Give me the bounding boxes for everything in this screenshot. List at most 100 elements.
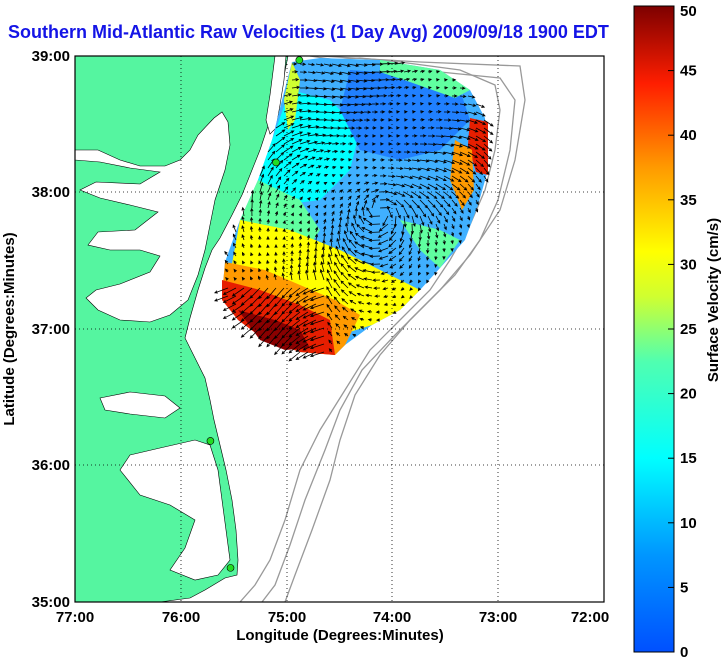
velocity-arrow: [326, 286, 333, 297]
velocity-arrow: [427, 191, 438, 200]
velocity-arrow: [339, 87, 352, 92]
velocity-arrow: [309, 319, 325, 326]
velocity-arrow: [411, 199, 421, 209]
velocity-arrow: [467, 111, 478, 116]
velocity-arrow: [363, 199, 368, 209]
velocity-arrow: [363, 174, 369, 178]
velocity-arrow: [387, 126, 392, 130]
velocity-arrow: [288, 343, 301, 354]
velocity-arrow: [403, 175, 414, 180]
velocity-arrow: [298, 256, 302, 265]
velocity-arrow: [306, 212, 310, 217]
velocity-arrow: [302, 319, 317, 327]
velocity-arrow: [241, 206, 245, 217]
velocity-arrow: [459, 191, 467, 199]
velocity-arrow: [364, 285, 373, 289]
velocity-arrow: [295, 311, 309, 321]
velocity-arrow: [315, 79, 327, 83]
velocity-arrow: [312, 268, 317, 281]
velocity-arrow: [371, 174, 378, 178]
velocity-arrow: [283, 123, 295, 129]
velocity-arrow: [475, 183, 481, 191]
velocity-arrow: [408, 247, 413, 256]
velocity-arrow: [443, 215, 448, 223]
velocity-arrow: [295, 295, 309, 305]
velocity-arrow: [360, 244, 373, 249]
velocity-arrow: [398, 247, 405, 256]
velocity-arrow: [282, 211, 286, 217]
velocity-arrow: [443, 159, 456, 165]
velocity-arrow: [242, 260, 246, 265]
velocity-arrow: [467, 119, 479, 124]
velocity-arrow: [331, 174, 336, 178]
velocity-arrow: [291, 101, 303, 105]
velocity-arrow: [323, 149, 332, 153]
velocity-arrow: [338, 223, 342, 233]
velocity-arrow: [395, 158, 403, 162]
velocity-arrow: [379, 126, 385, 130]
velocity-arrow: [419, 78, 425, 82]
velocity-arrow: [403, 191, 414, 198]
velocity-arrow: [450, 231, 455, 237]
x-tick-label: 72:00: [571, 609, 609, 626]
velocity-arrow: [350, 317, 357, 321]
velocity-arrow: [435, 207, 442, 217]
velocity-arrow: [378, 223, 389, 232]
velocity-arrow: [302, 311, 317, 319]
velocity-arrow: [291, 139, 303, 145]
velocity-arrow: [326, 312, 333, 321]
velocity-arrow: [340, 280, 349, 289]
velocity-arrow: [299, 188, 304, 193]
velocity-arrow: [343, 230, 349, 241]
velocity-arrow: [451, 151, 464, 157]
velocity-arrow: [459, 111, 469, 115]
velocity-arrow: [334, 305, 341, 313]
velocity-arrow: [327, 321, 333, 329]
velocity-arrow: [347, 103, 359, 107]
velocity-arrow: [274, 251, 278, 257]
velocity-arrow: [435, 143, 446, 147]
velocity-arrow: [360, 252, 373, 257]
velocity-arrow: [309, 303, 325, 310]
velocity-arrow: [451, 143, 463, 148]
velocity-arrow: [337, 230, 341, 241]
velocity-arrow: [347, 63, 360, 68]
colorbar-label: Surface Velocity (cm/s): [705, 218, 722, 382]
colorbar-tick-label: 10: [680, 515, 697, 532]
velocity-arrow: [388, 247, 397, 255]
velocity-arrow: [427, 126, 435, 130]
velocity-arrow: [275, 144, 285, 153]
velocity-arrow: [403, 158, 412, 162]
velocity-arrow: [395, 77, 404, 82]
velocity-arrow: [403, 183, 414, 189]
velocity-arrow: [475, 167, 484, 176]
velocity-arrow: [475, 151, 486, 159]
velocity-arrow: [335, 331, 341, 337]
velocity-arrow: [426, 263, 430, 269]
velocity-arrow: [395, 166, 404, 171]
velocity-arrow: [403, 142, 410, 146]
velocity-arrow: [342, 237, 349, 249]
velocity-arrow: [231, 303, 245, 313]
velocity-arrow: [309, 335, 325, 342]
velocity-arrow: [451, 159, 464, 165]
velocity-arrow: [298, 227, 302, 233]
velocity-arrow: [323, 197, 327, 201]
velocity-arrow: [315, 157, 323, 161]
velocity-arrow: [330, 231, 334, 241]
velocity-arrow: [339, 118, 350, 123]
velocity-arrow: [377, 239, 389, 245]
velocity-arrow: [475, 103, 486, 108]
velocity-arrow: [298, 235, 302, 241]
velocity-arrow: [343, 324, 349, 329]
velocity-arrow: [411, 207, 418, 219]
velocity-arrow: [321, 253, 325, 265]
velocity-arrow: [459, 119, 470, 123]
velocity-arrow: [443, 151, 456, 156]
velocity-arrow: [283, 100, 293, 105]
velocity-arrow: [374, 302, 381, 306]
velocity-arrow: [475, 207, 479, 213]
velocity-arrow: [459, 207, 464, 214]
velocity-arrow: [282, 251, 286, 257]
velocity-arrow: [283, 194, 288, 201]
